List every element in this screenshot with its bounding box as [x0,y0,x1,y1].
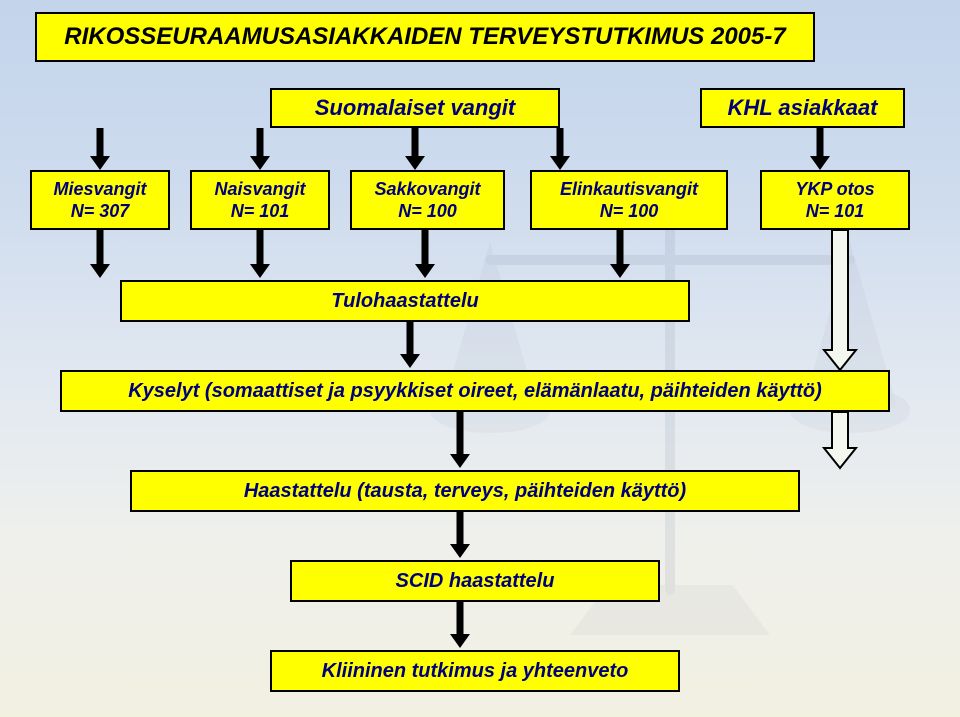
cat-sakkovangit: Sakkovangit N= 100 [350,170,505,230]
khl-label: KHL asiakkaat [727,94,877,122]
cat-label: Naisvangit N= 101 [214,178,305,223]
cat-elinkautisvangit: Elinkautisvangit N= 100 [530,170,728,230]
scid-box: SCID haastattelu [290,560,660,602]
cat-label: Miesvangit N= 307 [53,178,146,223]
cat-label: YKP otos N= 101 [795,178,874,223]
kliininen-box: Kliininen tutkimus ja yhteenveto [270,650,680,692]
step-label: Kyselyt (somaattiset ja psyykkiset oiree… [128,379,822,404]
step-label: Haastattelu (tausta, terveys, päihteiden… [244,479,686,504]
cat-naisvangit: Naisvangit N= 101 [190,170,330,230]
kyselyt-box: Kyselyt (somaattiset ja psyykkiset oiree… [60,370,890,412]
haastattelu-box: Haastattelu (tausta, terveys, päihteiden… [130,470,800,512]
khl-asiakkaat-box: KHL asiakkaat [700,88,905,128]
suomalaiset-vangit-box: Suomalaiset vangit [270,88,560,128]
tulohaastattelu-box: Tulohaastattelu [120,280,690,322]
cat-label: Sakkovangit N= 100 [374,178,480,223]
scales-watermark [410,160,930,680]
step-label: Kliininen tutkimus ja yhteenveto [322,659,629,684]
title-text: RIKOSSEURAAMUSASIAKKAIDEN TERVEYSTUTKIMU… [64,22,785,52]
cat-ykp-otos: YKP otos N= 101 [760,170,910,230]
title-box: RIKOSSEURAAMUSASIAKKAIDEN TERVEYSTUTKIMU… [35,12,815,62]
step-label: SCID haastattelu [396,569,555,594]
cat-label: Elinkautisvangit N= 100 [560,178,698,223]
cat-miesvangit: Miesvangit N= 307 [30,170,170,230]
suomalaiset-label: Suomalaiset vangit [315,94,516,122]
step-label: Tulohaastattelu [331,289,478,314]
